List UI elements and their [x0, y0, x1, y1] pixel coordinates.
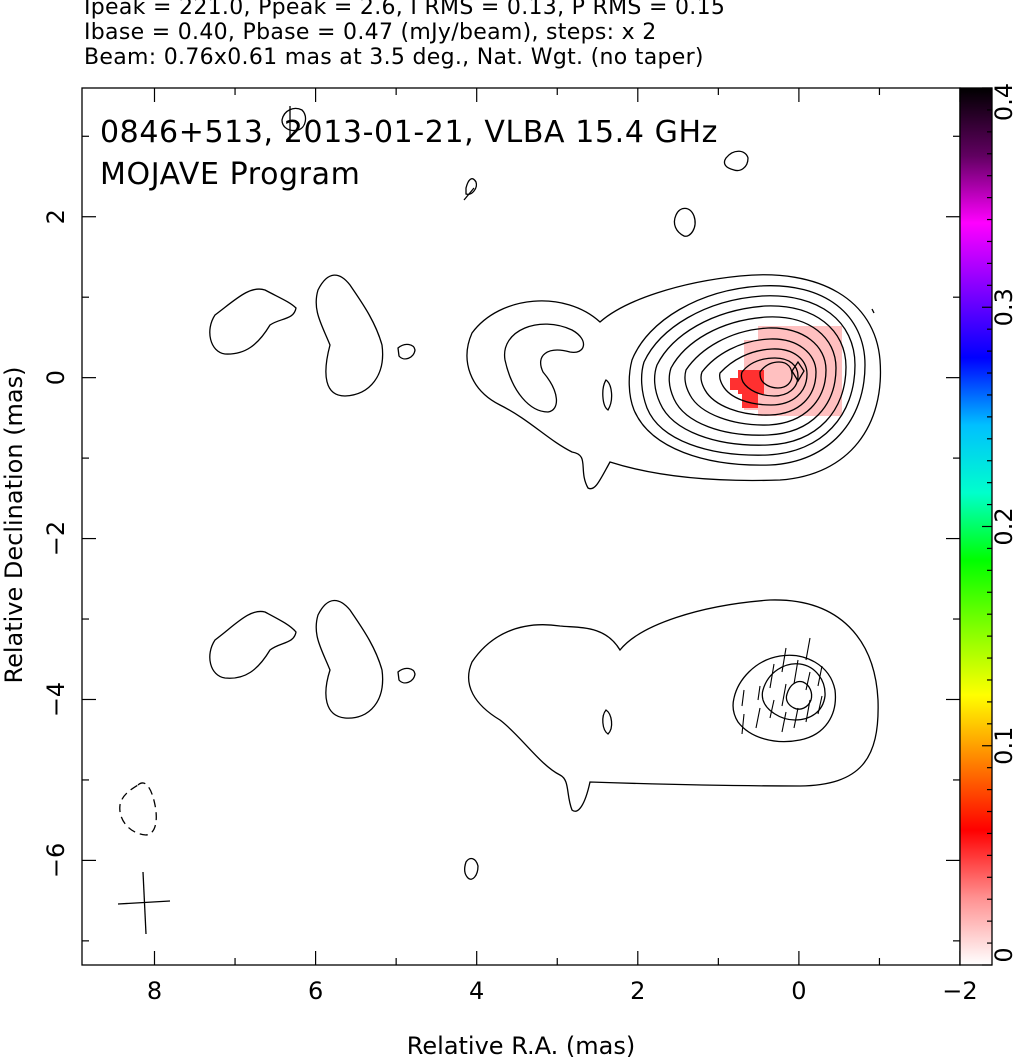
lower-blob-small-2 — [464, 857, 479, 880]
contour-level-11 — [791, 360, 805, 383]
contour-level-8 — [718, 348, 808, 406]
evpa-tick — [781, 683, 787, 707]
evpa-tick — [769, 663, 775, 689]
axis-tick-labels: 8 6 4 2 0 −2 2 0 −2 −4 −6 — [42, 209, 978, 1005]
y-axis-label: Relative Declination (mas) — [0, 366, 28, 683]
chart-title: 0846+513, 2013-01-21, VLBA 15.4 GHz — [100, 115, 718, 150]
plot-frame — [81, 87, 961, 966]
lower-contour-level-4 — [785, 680, 813, 710]
x-tick-label: 6 — [308, 977, 323, 1005]
evpa-tick — [755, 707, 761, 729]
y-tick-label: −2 — [42, 521, 70, 556]
y-tick-label: 0 — [42, 370, 70, 385]
contour-level-7 — [700, 338, 817, 416]
axis-ticks — [82, 88, 961, 965]
contour-small-hole — [602, 379, 613, 411]
x-tick-label: 0 — [791, 977, 806, 1005]
colorbar-ticks — [982, 87, 992, 966]
colorbar-tick-label: 0.2 — [990, 507, 1018, 545]
evpa-tick — [805, 699, 811, 723]
lower-blob-small-1 — [397, 667, 416, 684]
evpa-tick — [817, 665, 823, 687]
contour-level-9 — [740, 357, 799, 397]
lower-contours — [119, 599, 879, 880]
x-axis-label: Relative R.A. (mas) — [407, 1032, 635, 1060]
negative-contour — [119, 782, 157, 836]
beam-cross — [117, 871, 171, 935]
evpa-tick — [757, 685, 761, 701]
contour-blob-left-1 — [209, 288, 297, 355]
lower-contour-level-3 — [761, 663, 826, 721]
upper-contours — [209, 106, 882, 490]
evpa-tick — [805, 671, 811, 691]
colorbar-tick-label: 0.4 — [990, 83, 1018, 121]
x-tick-label: 2 — [630, 977, 645, 1005]
evpa-tick — [741, 689, 745, 707]
contour-level-1 — [466, 274, 882, 490]
contour-blob-small-1 — [397, 343, 416, 360]
contour-dot — [871, 308, 875, 314]
contour-blob-left-2 — [315, 274, 384, 397]
colorbar-tick-label: 0 — [990, 947, 1018, 962]
contour-blob-top-1 — [673, 207, 696, 237]
contour-level-5 — [668, 316, 837, 436]
evpa-tick — [769, 699, 775, 719]
colorbar-tick-label: 0.3 — [990, 288, 1018, 326]
x-tick-label: 4 — [469, 977, 484, 1005]
beam-minor-axis — [117, 900, 171, 905]
colorbar-tick-labels: 0 0.1 0.2 0.3 0.4 — [990, 83, 1018, 963]
y-tick-label: −4 — [42, 682, 70, 717]
contour-inner-arc — [504, 323, 585, 413]
contour-level-6 — [684, 327, 827, 426]
header-line-1: Ipeak = 221.0, Ppeak = 2.6, I RMS = 0.13… — [84, 0, 726, 20]
header-line-3: Beam: 0.76x0.61 mas at 3.5 deg., Nat. Wg… — [84, 45, 704, 70]
evpa-tick — [741, 713, 745, 735]
evpa-tick — [793, 707, 799, 729]
lower-contour-level-1 — [467, 599, 879, 812]
lower-blob-left-1 — [209, 610, 297, 679]
colorbar-tick-label: 0.1 — [990, 727, 1018, 765]
x-tick-label: 8 — [147, 977, 162, 1005]
pol-core-2 — [730, 378, 742, 390]
evpa-tick — [805, 637, 811, 661]
evpa-tick — [781, 711, 787, 733]
contour-blob-top-3-tail — [463, 187, 475, 201]
chart-subtitle: MOJAVE Program — [100, 157, 360, 192]
contour-level-3 — [640, 295, 856, 456]
evpa-tick — [781, 647, 787, 673]
pol-core-3 — [742, 394, 758, 408]
evpa-tick — [793, 659, 799, 685]
evpa-tick — [817, 695, 823, 715]
header-line-2: Ibase = 0.40, Pbase = 0.47 (mJy/beam), s… — [84, 20, 657, 45]
contour-level-4 — [653, 305, 847, 446]
evpa-vectors — [741, 637, 823, 735]
lower-small-hole — [602, 709, 613, 735]
lower-blob-left-2 — [315, 599, 384, 719]
contour-level-10 — [759, 361, 793, 389]
contour-blob-top-2 — [723, 150, 749, 172]
contour-level-2 — [628, 285, 866, 466]
x-tick-label: −2 — [942, 977, 977, 1005]
colorbar — [959, 87, 993, 966]
y-tick-label: −6 — [42, 843, 70, 878]
lower-contour-level-2 — [732, 654, 837, 743]
y-tick-label: 2 — [42, 209, 70, 224]
